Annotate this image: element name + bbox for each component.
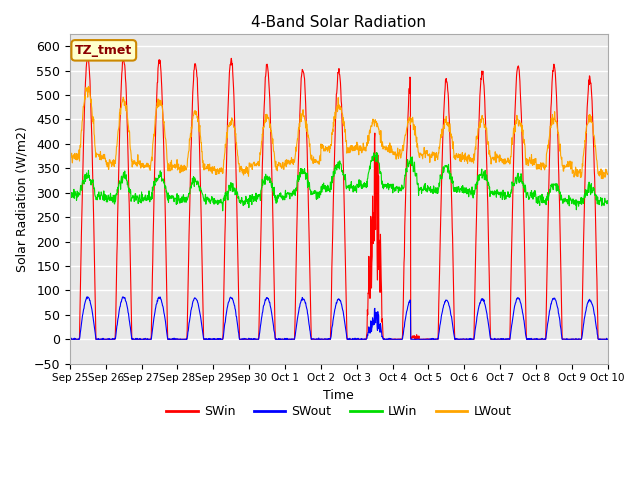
LWout bbox=[540, 164, 548, 169]
LWout bbox=[173, 164, 180, 170]
LWin bbox=[604, 201, 612, 206]
LWout bbox=[186, 137, 194, 143]
LWin bbox=[372, 150, 380, 156]
Line: LWout: LWout bbox=[70, 86, 608, 179]
SWin bbox=[493, 336, 500, 342]
SWin bbox=[173, 336, 180, 342]
LWout bbox=[422, 150, 430, 156]
Line: SWin: SWin bbox=[70, 57, 608, 339]
Text: TZ_tmet: TZ_tmet bbox=[75, 44, 132, 57]
Legend: SWin, SWout, LWin, LWout: SWin, SWout, LWin, LWout bbox=[161, 400, 516, 423]
LWin bbox=[173, 202, 180, 207]
SWin bbox=[84, 54, 92, 60]
Line: SWout: SWout bbox=[70, 297, 608, 339]
SWout bbox=[120, 294, 127, 300]
SWout bbox=[186, 313, 194, 319]
LWin bbox=[219, 208, 227, 214]
SWout bbox=[246, 336, 254, 342]
SWout bbox=[423, 336, 431, 342]
LWout bbox=[493, 151, 500, 157]
SWout bbox=[66, 336, 74, 342]
LWout bbox=[66, 157, 74, 163]
SWin bbox=[186, 203, 194, 208]
Line: LWin: LWin bbox=[70, 153, 608, 211]
LWout bbox=[246, 160, 254, 166]
SWout bbox=[67, 336, 74, 342]
LWin bbox=[186, 190, 193, 196]
SWin bbox=[66, 336, 74, 342]
LWout bbox=[604, 171, 612, 177]
SWin bbox=[422, 336, 430, 342]
SWout bbox=[493, 336, 501, 342]
LWin bbox=[541, 198, 548, 204]
LWin bbox=[66, 192, 74, 197]
Y-axis label: Solar Radiation (W/m2): Solar Radiation (W/m2) bbox=[15, 126, 28, 272]
Title: 4-Band Solar Radiation: 4-Band Solar Radiation bbox=[252, 15, 426, 30]
LWin bbox=[246, 192, 254, 198]
SWout bbox=[173, 336, 181, 342]
SWin bbox=[604, 336, 612, 342]
SWout bbox=[541, 336, 548, 342]
SWout bbox=[604, 336, 612, 342]
LWout bbox=[599, 176, 607, 181]
SWin bbox=[540, 336, 548, 342]
SWin bbox=[246, 336, 254, 342]
LWin bbox=[423, 186, 431, 192]
X-axis label: Time: Time bbox=[323, 389, 354, 402]
LWout bbox=[84, 84, 92, 89]
LWin bbox=[493, 187, 501, 192]
